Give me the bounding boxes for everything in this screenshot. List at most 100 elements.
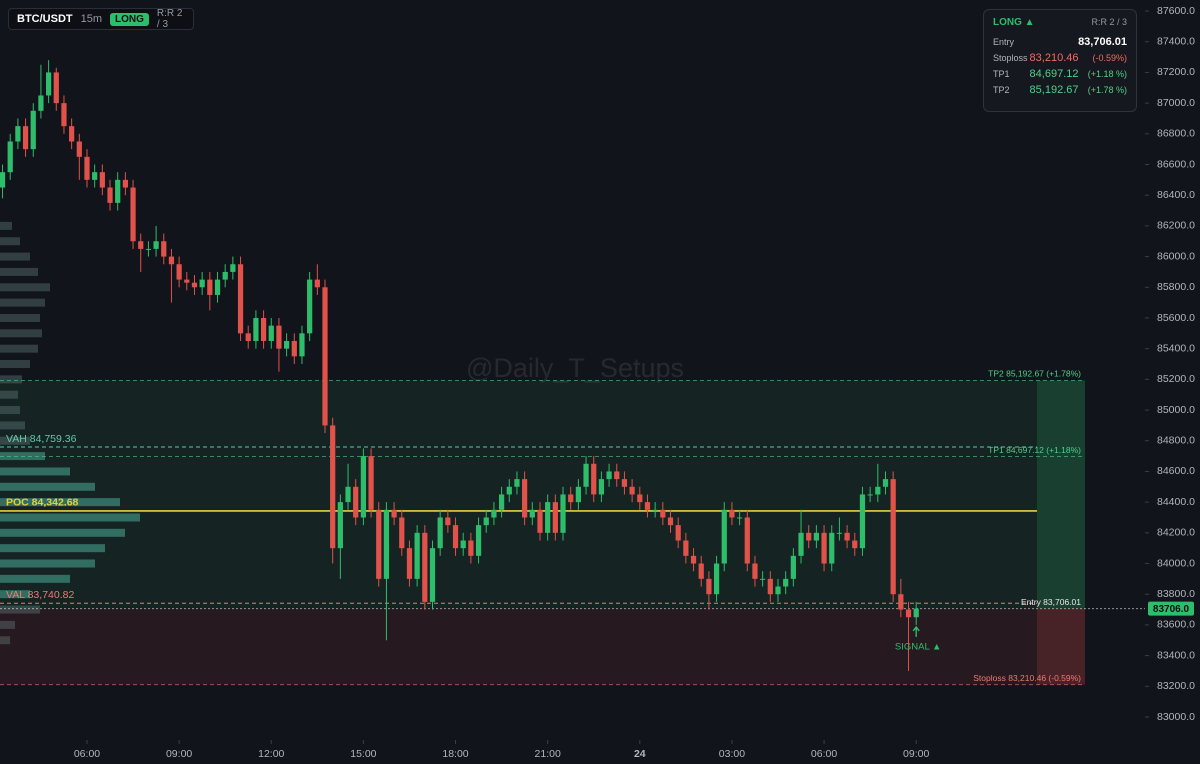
candle-body	[522, 479, 528, 518]
candle-body	[744, 517, 750, 564]
y-tick-label: 87000.0	[1157, 97, 1195, 109]
candle-body	[168, 256, 175, 265]
candle-body	[84, 156, 90, 180]
x-tick-label: 12:00	[258, 748, 284, 760]
signal-label: SIGNAL ▲	[895, 641, 942, 652]
candle-body	[498, 494, 505, 510]
candle-body	[45, 72, 52, 96]
candle-body	[844, 532, 850, 541]
candle-body	[598, 479, 605, 495]
candle-body	[422, 532, 428, 602]
candle-body	[376, 509, 382, 579]
candle-body	[775, 586, 781, 595]
candle-body	[675, 525, 681, 541]
candle-body	[291, 340, 297, 357]
candle-body	[161, 241, 167, 257]
candle-body	[30, 110, 36, 150]
row-pct: (-0.59%)	[1092, 53, 1127, 63]
candle-body	[61, 103, 67, 127]
candle-body	[452, 525, 459, 549]
candle-body	[882, 479, 889, 487]
candle-body	[890, 479, 896, 595]
x-tick-label: 15:00	[350, 748, 376, 760]
candle-body	[783, 578, 789, 587]
price-tag	[1148, 601, 1194, 616]
profile-bar	[0, 421, 25, 430]
candle-body	[22, 126, 29, 150]
candle-body	[115, 179, 121, 203]
risk-reward: R:R 2 / 3	[156, 8, 183, 30]
candle-body	[683, 540, 689, 556]
candle-body	[53, 72, 59, 104]
trade-zone	[0, 608, 1037, 685]
candle-body	[491, 509, 497, 518]
candle-body	[537, 509, 543, 533]
candle-body	[667, 517, 674, 526]
price-tag-label: 83706.0	[1153, 604, 1190, 615]
profile-bar	[0, 513, 140, 522]
candle-body	[729, 509, 735, 518]
candle-body	[637, 494, 643, 503]
panel-row: TP1 84,697.12 (+1.18 %)	[993, 68, 1127, 84]
candle-body	[191, 282, 198, 288]
y-tick-label: 83000.0	[1157, 711, 1195, 723]
y-tick-label: 86400.0	[1157, 189, 1195, 201]
candle-body	[107, 187, 113, 203]
y-tick-label: 86800.0	[1157, 128, 1195, 140]
y-tick-label: 85200.0	[1157, 373, 1195, 385]
y-tick-label: 84800.0	[1157, 435, 1195, 447]
profile-bar	[0, 313, 40, 322]
candle-body	[545, 502, 551, 533]
y-tick-label: 86200.0	[1157, 220, 1195, 232]
candle-body	[713, 563, 720, 595]
y-tick-label: 87400.0	[1157, 36, 1195, 48]
y-tick-label: 84600.0	[1157, 465, 1195, 477]
y-tick-label: 83800.0	[1157, 588, 1195, 600]
signal-arrow	[912, 625, 920, 637]
candle-body	[614, 471, 620, 480]
candle-body	[475, 525, 482, 556]
side-pill: LONG	[110, 12, 149, 26]
profile-bar	[0, 636, 10, 645]
row-value: 83,706.01	[1078, 36, 1127, 48]
trade-zone-projection	[1037, 380, 1085, 609]
candle-body	[368, 456, 374, 510]
x-tick-label: 09:00	[166, 748, 192, 760]
profile-bar	[0, 360, 30, 369]
candle-body	[621, 479, 628, 487]
candle-body	[314, 279, 320, 288]
candle-body	[222, 271, 228, 280]
candle-body	[690, 555, 697, 564]
profile-bar	[0, 329, 42, 338]
candle-body	[276, 325, 282, 349]
candle-body	[629, 486, 635, 495]
candle-body	[591, 463, 597, 495]
profile-bar	[0, 482, 95, 491]
candle-body	[798, 532, 804, 556]
candle-body	[552, 502, 558, 533]
profile-bar	[0, 605, 40, 614]
candle-body	[145, 248, 152, 250]
y-tick-label: 84400.0	[1157, 496, 1195, 508]
candle-body	[875, 486, 881, 495]
candle-body	[867, 494, 873, 496]
candle-body	[138, 241, 144, 249]
candle-body	[767, 578, 773, 595]
y-tick-label: 85400.0	[1157, 342, 1195, 354]
candle-body	[76, 141, 82, 157]
interval: 15m	[80, 13, 103, 25]
profile-bar	[0, 390, 18, 399]
y-tick-label: 83400.0	[1157, 649, 1195, 661]
y-tick-label: 84000.0	[1157, 557, 1195, 569]
candle-body	[829, 532, 835, 564]
profile-bar	[0, 298, 45, 307]
candle-body	[821, 532, 827, 564]
profile-level-label: VAL 83,740.82	[6, 589, 74, 601]
y-tick-label: 85000.0	[1157, 404, 1195, 416]
candle-body	[253, 317, 259, 341]
y-tick-label: 87600.0	[1157, 5, 1195, 17]
x-tick-label: 06:00	[811, 748, 837, 760]
row-key: Entry	[993, 37, 1015, 47]
candle-body	[214, 279, 221, 295]
row-pct: (+1.78 %)	[1087, 85, 1127, 95]
